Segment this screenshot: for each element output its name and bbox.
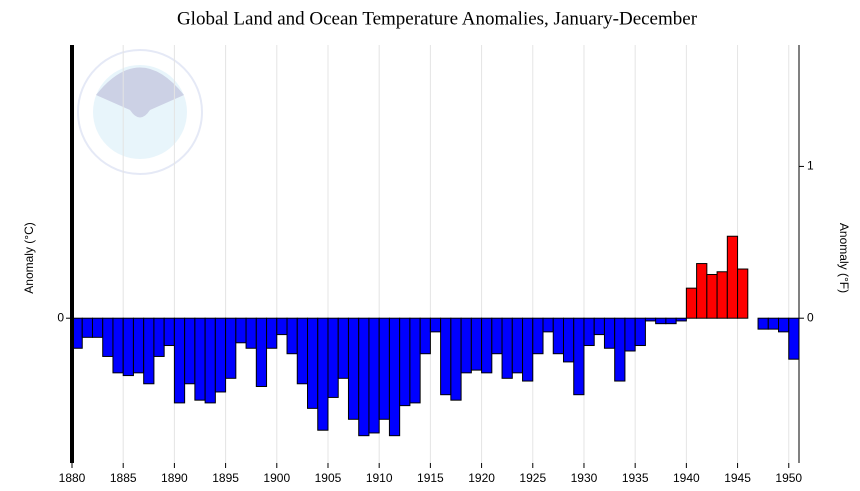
bar [276, 317, 288, 336]
bar [634, 317, 646, 347]
bar [388, 317, 401, 437]
x-tick-label: 1900 [263, 471, 290, 485]
bar [716, 271, 728, 319]
bar [696, 263, 708, 319]
bar [204, 317, 216, 404]
y2-axis-label: Anomaly (°F) [837, 223, 851, 293]
x-tick-label: 1920 [468, 471, 495, 485]
bar [255, 317, 268, 388]
bar [757, 317, 769, 330]
bar [225, 317, 237, 379]
bar [184, 317, 196, 385]
y-axis-label: Anomaly (°C) [22, 222, 36, 293]
bar [614, 317, 626, 382]
x-tick-label: 1925 [519, 471, 546, 485]
bar [173, 317, 186, 404]
bar [593, 317, 605, 336]
bar [358, 317, 370, 437]
bar [532, 317, 544, 355]
bar [665, 317, 677, 325]
bar [122, 317, 134, 377]
bar [522, 317, 534, 382]
bar [112, 317, 124, 374]
bar [419, 317, 431, 355]
bar [194, 317, 206, 401]
x-tick-label: 1890 [161, 471, 188, 485]
bar [706, 273, 718, 319]
bar [143, 317, 155, 385]
bar [491, 317, 503, 355]
bar [552, 317, 564, 355]
x-tick-label: 1880 [59, 471, 86, 485]
bar [675, 317, 687, 322]
bar [726, 235, 739, 319]
y-tick-label: 0 [57, 310, 64, 324]
bar [307, 317, 319, 409]
bar [429, 317, 442, 333]
bar [317, 317, 329, 431]
bar [542, 317, 554, 333]
bar [511, 317, 524, 374]
x-tick-label: 1935 [622, 471, 649, 485]
bar [685, 287, 698, 319]
x-tick-label: 1930 [571, 471, 598, 485]
bar [481, 317, 493, 374]
bar [644, 317, 657, 322]
bar [102, 317, 114, 357]
bar [399, 317, 411, 407]
x-tick-label: 1940 [673, 471, 700, 485]
bar [778, 317, 790, 333]
bar [409, 317, 421, 404]
bar [460, 317, 472, 374]
x-tick-label: 1895 [212, 471, 239, 485]
bar [368, 317, 380, 434]
bar [296, 317, 309, 385]
bar [132, 317, 145, 374]
bar [286, 317, 298, 355]
bar [788, 317, 800, 360]
bar [450, 317, 462, 401]
bar [327, 317, 339, 398]
bar [470, 317, 483, 371]
bar [501, 317, 513, 379]
bar [562, 317, 575, 363]
bar [583, 317, 595, 347]
bar [163, 317, 175, 347]
bar [655, 317, 667, 325]
bar [81, 317, 93, 338]
bar [603, 317, 616, 349]
x-tick-label: 1945 [724, 471, 751, 485]
bar [624, 317, 636, 352]
x-tick-label: 1915 [417, 471, 444, 485]
y2-tick-label: 1 [807, 159, 814, 173]
y2-tick-label: 0 [807, 310, 814, 324]
x-tick-label: 1885 [110, 471, 137, 485]
bar [573, 317, 585, 396]
bar [235, 317, 247, 344]
x-tick-label: 1950 [775, 471, 802, 485]
bar [153, 317, 165, 357]
x-tick-label: 1905 [315, 471, 342, 485]
bar [347, 317, 360, 420]
logo [77, 49, 203, 175]
bar [378, 317, 390, 420]
bar [440, 317, 452, 396]
bar [737, 268, 749, 319]
bar [337, 317, 349, 379]
bar [214, 317, 227, 393]
bar [767, 317, 780, 330]
chart-title: Global Land and Ocean Temperature Anomal… [177, 8, 698, 29]
bar [91, 317, 104, 338]
x-tick-label: 1910 [366, 471, 393, 485]
bar [266, 317, 278, 349]
bar [245, 317, 257, 349]
